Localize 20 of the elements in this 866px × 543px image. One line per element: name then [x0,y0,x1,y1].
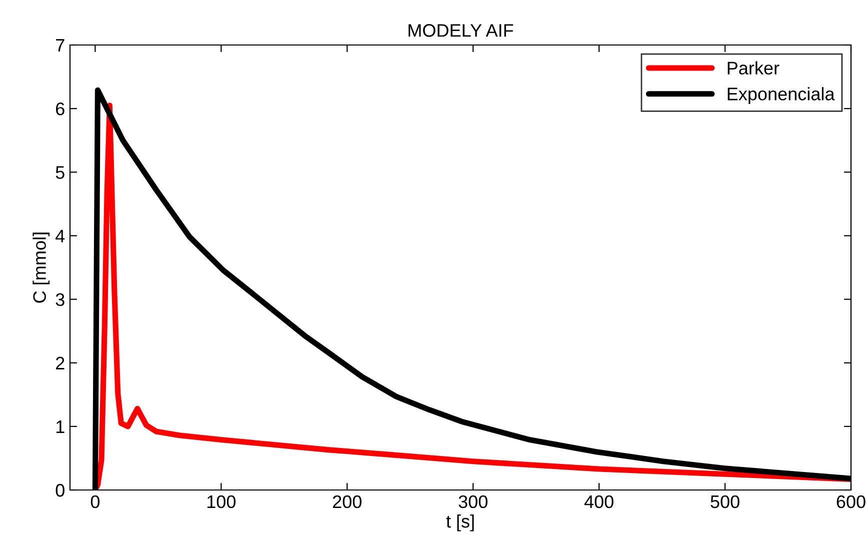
x-tick-label: 600 [836,495,866,508]
x-tick-label: 200 [332,495,362,508]
x-tick-label: 0 [90,495,100,508]
x-tick-label: 300 [458,495,488,508]
x-tick-label: 500 [710,495,740,508]
y-tick-label: 0 [56,484,64,497]
legend-label: Parker [728,61,780,75]
y-tick-label: 3 [56,293,64,306]
x-tick-label: 100 [207,495,236,508]
x-tick-label: 400 [584,495,614,508]
y-tick-label: 1 [56,420,64,433]
x-axis-title: t [s] [446,514,474,532]
y-tick-label: 5 [56,166,64,179]
y-tick-label: 4 [56,230,65,242]
y-tick-label: 6 [56,102,64,116]
y-tick-label: 2 [56,356,64,370]
y-tick-label: 7 [56,39,64,52]
y-axis-title: C [mmol] [32,232,50,303]
legend-label: Exponenciala [728,87,835,104]
chart-title: MODELY AIF [408,24,514,37]
